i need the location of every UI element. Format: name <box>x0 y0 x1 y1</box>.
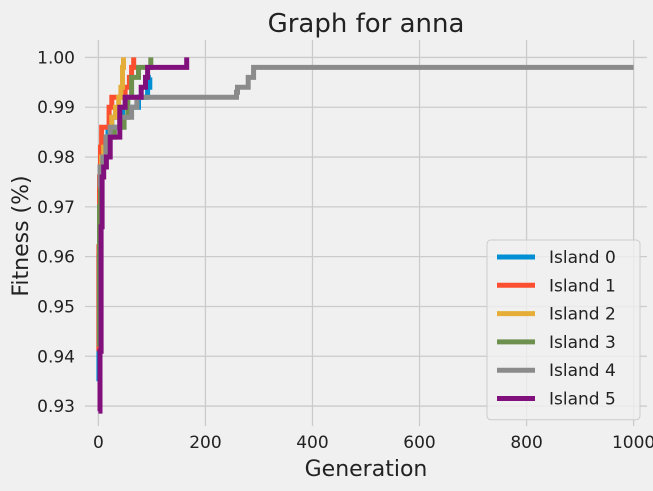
legend-label: Island 1 <box>549 276 616 296</box>
y-tick-label: 0.97 <box>37 198 75 218</box>
y-axis-label: Fitness (%) <box>9 175 34 296</box>
legend-label: Island 3 <box>549 333 616 353</box>
x-tick-label: 200 <box>189 433 221 453</box>
chart-title: Graph for anna <box>268 9 465 39</box>
series-lines <box>96 57 634 414</box>
y-tick-label: 0.93 <box>37 397 75 417</box>
x-tick-label: 0 <box>93 433 104 453</box>
series-line-island-5 <box>97 57 190 414</box>
y-tick-label: 0.98 <box>37 148 75 168</box>
legend-label: Island 4 <box>549 361 616 381</box>
y-tick-label: 0.95 <box>37 297 75 317</box>
tick-labels: 0 200 400 600 800 1000 0.93 0.94 0.95 0.96 0.97 0.9… <box>37 48 653 453</box>
legend-label: Island 2 <box>549 305 616 325</box>
legend-label: Island 0 <box>549 248 616 268</box>
x-axis-label: Generation <box>305 457 428 482</box>
legend-label: Island 5 <box>549 390 616 410</box>
x-tick-label: 800 <box>510 433 542 453</box>
y-tick-label: 0.94 <box>37 347 75 367</box>
x-tick-label: 1000 <box>612 433 653 453</box>
y-tick-label: 0.99 <box>37 98 75 118</box>
y-tick-label: 1.00 <box>37 48 75 68</box>
legend: Island 0 Island 1 Island 2 Island 3 Island 4… <box>486 239 641 421</box>
x-tick-label: 400 <box>296 433 328 453</box>
y-tick-label: 0.96 <box>37 248 75 268</box>
x-tick-label: 600 <box>403 433 435 453</box>
